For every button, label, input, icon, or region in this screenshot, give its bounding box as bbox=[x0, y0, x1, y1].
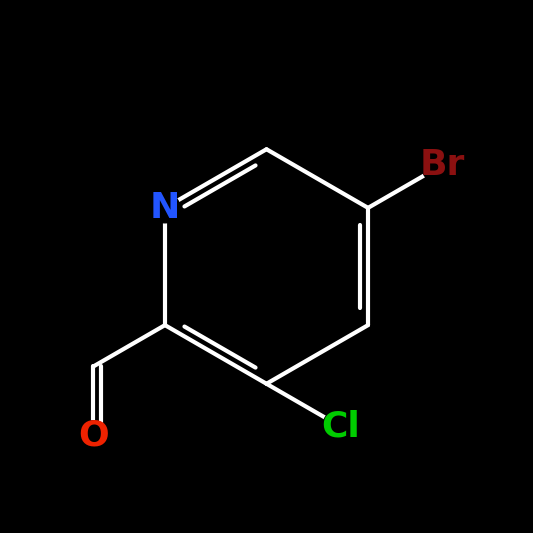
Circle shape bbox=[422, 145, 462, 185]
Circle shape bbox=[78, 421, 108, 451]
Text: O: O bbox=[78, 419, 109, 453]
Circle shape bbox=[323, 409, 358, 444]
Circle shape bbox=[150, 193, 180, 223]
Text: Cl: Cl bbox=[321, 409, 360, 443]
Text: Br: Br bbox=[419, 148, 465, 182]
Text: N: N bbox=[150, 191, 180, 225]
